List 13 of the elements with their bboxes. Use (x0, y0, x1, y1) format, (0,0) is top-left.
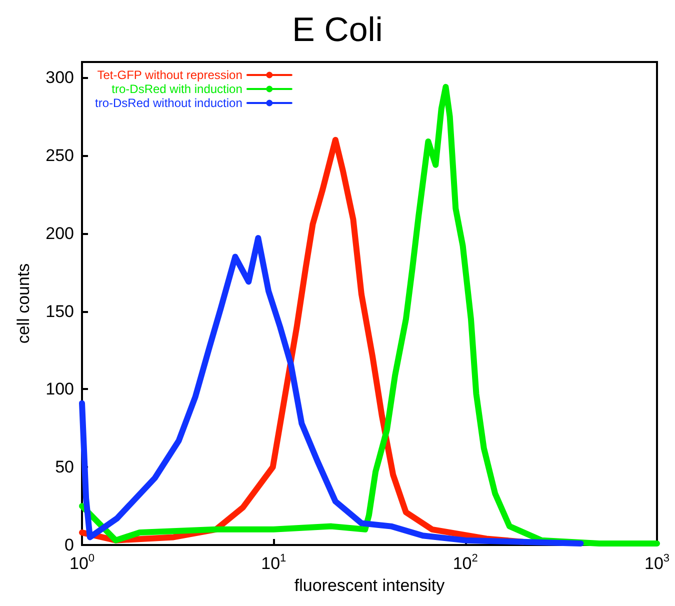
y-tick-label: 100 (46, 380, 74, 399)
legend-label: tro-DsRed with induction (112, 82, 242, 96)
y-tick-label: 250 (46, 146, 74, 165)
legend-label: tro-DsRed without induction (95, 96, 242, 110)
legend-label: Tet-GFP without repression (97, 68, 242, 82)
x-axis-title: fluorescent intensity (294, 576, 446, 595)
y-tick-label: 300 (46, 68, 74, 88)
y-tick-label: 50 (55, 458, 74, 477)
chart-title: E Coli (292, 11, 383, 49)
y-tick-label: 150 (46, 302, 74, 321)
y-axis-title: cell counts (14, 263, 33, 344)
y-tick-label: 200 (46, 224, 74, 243)
y-tick-label: 0 (64, 536, 74, 554)
